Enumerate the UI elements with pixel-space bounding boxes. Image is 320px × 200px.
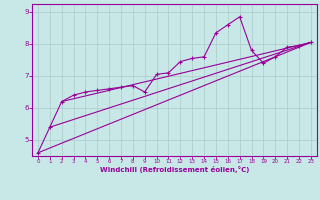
X-axis label: Windchill (Refroidissement éolien,°C): Windchill (Refroidissement éolien,°C) — [100, 166, 249, 173]
